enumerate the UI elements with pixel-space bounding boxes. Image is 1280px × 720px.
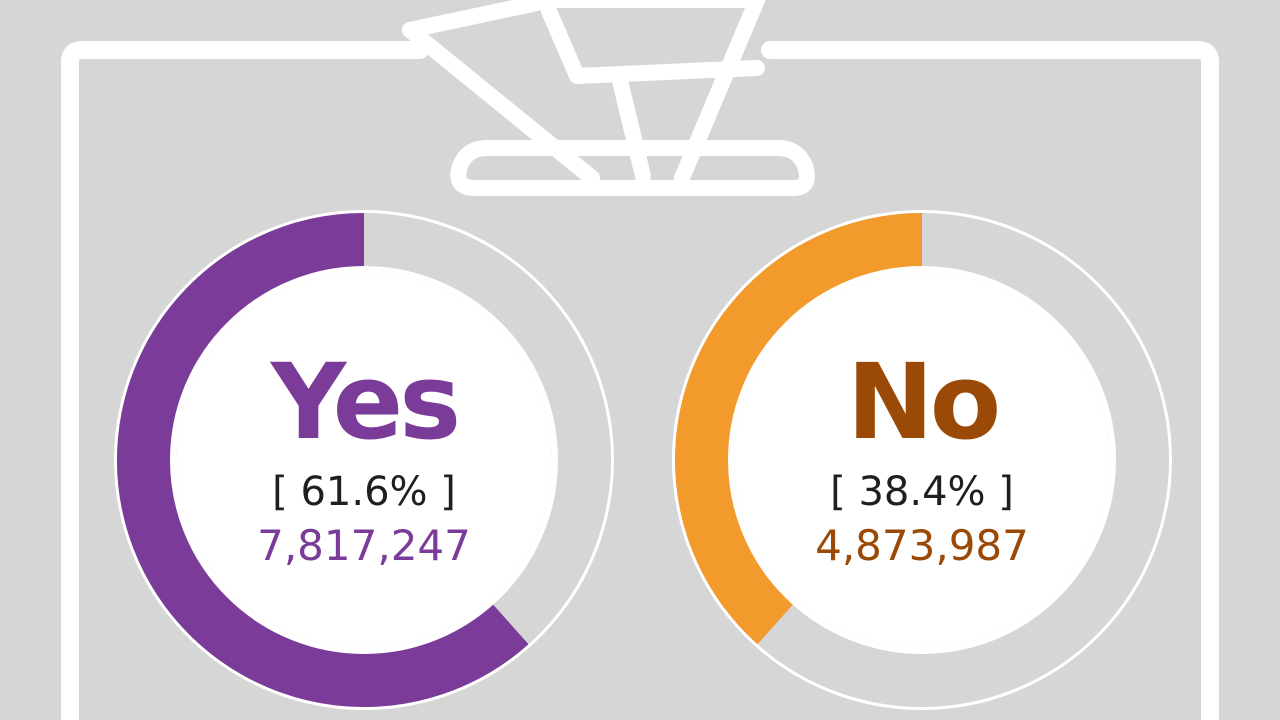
yes-count-label: 7,817,247	[257, 521, 471, 570]
yes-center-disc	[176, 272, 552, 648]
envelope-icon	[402, 0, 815, 196]
yes-ring-inner-border	[170, 266, 558, 654]
no-center-disc	[734, 272, 1110, 648]
no-ring-group	[672, 210, 1172, 710]
no-label: No	[847, 341, 998, 463]
no-slice	[675, 213, 923, 645]
no-percent-label: [ 38.4% ]	[830, 469, 1014, 515]
yes-label: Yes	[269, 341, 457, 463]
yes-slice	[117, 213, 529, 707]
yes-percent-label: [ 61.6% ]	[272, 469, 456, 515]
no-count-label: 4,873,987	[815, 521, 1029, 570]
ballot-box-icon	[61, 41, 1219, 720]
yes-ring-group	[114, 210, 614, 710]
no-ring-inner-border	[728, 266, 1116, 654]
